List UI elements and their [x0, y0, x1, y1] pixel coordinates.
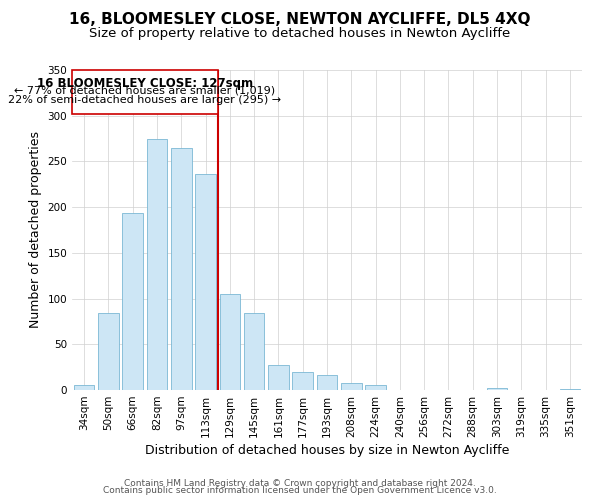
Bar [195, 174, 216, 390]
Bar [268, 366, 289, 390]
Text: ← 77% of detached houses are smaller (1,019): ← 77% of detached houses are smaller (1,… [14, 86, 275, 96]
Bar [365, 384, 386, 390]
Text: 22% of semi-detached houses are larger (295) →: 22% of semi-detached houses are larger (… [8, 94, 281, 104]
Y-axis label: Number of detached properties: Number of detached properties [29, 132, 42, 328]
Bar [341, 382, 362, 390]
Bar [146, 140, 167, 390]
Bar [98, 313, 119, 390]
Bar [74, 386, 94, 390]
Text: Size of property relative to detached houses in Newton Aycliffe: Size of property relative to detached ho… [89, 28, 511, 40]
Bar [220, 294, 240, 390]
Bar [244, 313, 265, 390]
Bar [560, 389, 580, 390]
Bar [171, 148, 191, 390]
Text: Contains public sector information licensed under the Open Government Licence v3: Contains public sector information licen… [103, 486, 497, 495]
Bar [317, 376, 337, 390]
Text: Contains HM Land Registry data © Crown copyright and database right 2024.: Contains HM Land Registry data © Crown c… [124, 478, 476, 488]
Bar [72, 70, 218, 114]
X-axis label: Distribution of detached houses by size in Newton Aycliffe: Distribution of detached houses by size … [145, 444, 509, 457]
Bar [122, 212, 143, 390]
Bar [292, 372, 313, 390]
Bar [487, 388, 508, 390]
Text: 16, BLOOMESLEY CLOSE, NEWTON AYCLIFFE, DL5 4XQ: 16, BLOOMESLEY CLOSE, NEWTON AYCLIFFE, D… [69, 12, 531, 28]
Text: 16 BLOOMESLEY CLOSE: 127sqm: 16 BLOOMESLEY CLOSE: 127sqm [37, 78, 253, 90]
